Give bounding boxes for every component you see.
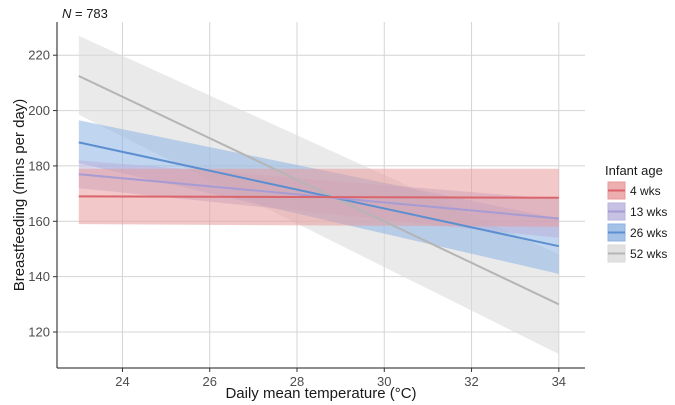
x-ticks: 24 26 28 30 32 34 — [115, 368, 566, 389]
x-axis-title: Daily mean temperature (°C) — [225, 385, 416, 402]
y-tick-label: 120 — [28, 325, 50, 340]
y-axis-title: Breastfeeding (mins per day) — [11, 99, 28, 292]
x-tick-label: 34 — [552, 374, 566, 389]
legend-label: 52 wks — [630, 247, 667, 261]
x-tick-label: 24 — [115, 374, 129, 389]
legend-items: 4 wks 13 wks 26 wks 52 wks — [607, 181, 667, 263]
sample-size-annotation: N = 783 — [62, 6, 108, 21]
x-tick-label: 30 — [377, 374, 391, 389]
y-ticks: 120 140 160 180 200 220 — [28, 48, 57, 340]
line-26-wks — [78, 141, 560, 248]
line-4-wks — [78, 195, 559, 199]
legend-label: 26 wks — [630, 226, 667, 240]
legend-label: 4 wks — [630, 184, 661, 198]
legend-title: Infant age — [605, 163, 663, 178]
y-tick-label: 200 — [28, 103, 50, 118]
x-tick-label: 26 — [202, 374, 216, 389]
y-tick-label: 160 — [28, 214, 50, 229]
x-tick-label: 32 — [464, 374, 478, 389]
legend: Infant age 4 wks 13 wks 26 wks 52 wks — [605, 163, 667, 263]
y-tick-label: 220 — [28, 48, 50, 63]
line-52-wks — [78, 75, 560, 306]
y-tick-label: 140 — [28, 269, 50, 284]
x-tick-label: 28 — [290, 374, 304, 389]
y-tick-label: 180 — [28, 158, 50, 173]
sample-size-symbol: N — [62, 6, 72, 21]
series-lines — [78, 75, 560, 306]
sample-size-value: = 783 — [71, 6, 108, 21]
legend-label: 13 wks — [630, 205, 667, 219]
